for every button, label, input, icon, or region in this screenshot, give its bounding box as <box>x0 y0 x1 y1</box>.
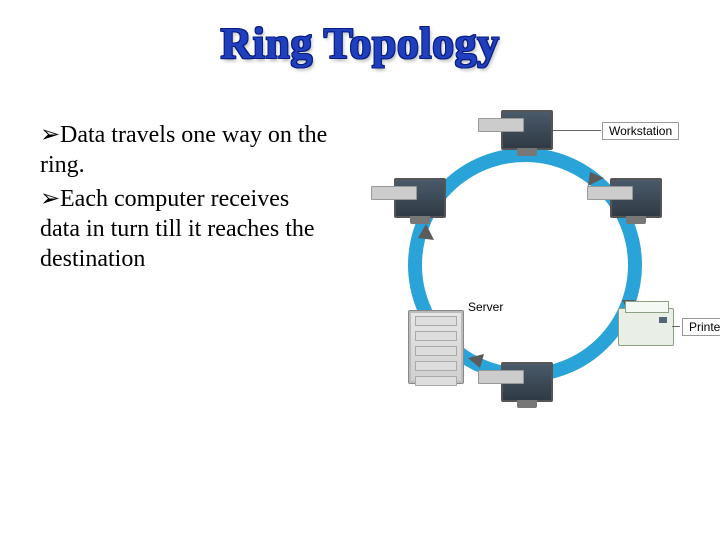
connector-line <box>672 326 680 327</box>
keyboard-icon <box>371 186 417 200</box>
slide-title-text: Ring Topology <box>220 19 499 68</box>
bullet-list: ➢Data travels one way on the ring. ➢Each… <box>40 120 330 278</box>
keyboard-icon <box>587 186 633 200</box>
keyboard-icon <box>478 118 524 132</box>
bullet-text: Data travels one way on the ring. <box>40 122 327 178</box>
server-label: Server <box>468 300 503 314</box>
bullet-text: Each computer receives data in turn till… <box>40 186 315 272</box>
server-node <box>408 310 464 384</box>
bullet-marker-icon: ➢ <box>40 184 60 214</box>
connector-line <box>553 130 601 131</box>
printer-label: Printer <box>682 318 720 336</box>
bullet-item: ➢Data travels one way on the ring. <box>40 120 330 180</box>
bullet-marker-icon: ➢ <box>40 120 60 150</box>
bullet-item: ➢Each computer receives data in turn til… <box>40 184 330 274</box>
workstation-label: Workstation <box>602 122 679 140</box>
printer-node <box>618 308 674 346</box>
slide-title: Ring Topology <box>0 18 720 69</box>
keyboard-icon <box>478 370 524 384</box>
ring-topology-diagram: Workstation Printer Server <box>360 100 690 430</box>
